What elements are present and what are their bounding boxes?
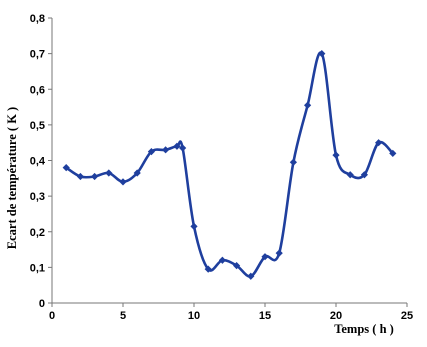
y-tick-label: 0,5	[30, 120, 45, 132]
y-tick-label: 0	[39, 298, 45, 310]
x-tick-label: 10	[188, 310, 200, 322]
data-point	[275, 249, 283, 257]
data-point	[318, 50, 326, 58]
data-point	[247, 272, 255, 280]
series-line	[65, 51, 394, 278]
data-point	[289, 158, 297, 166]
x-tick-label: 25	[401, 310, 413, 322]
data-point	[261, 253, 269, 261]
x-tick-label: 0	[49, 310, 55, 322]
data-point	[119, 178, 127, 186]
x-tick-label: 20	[330, 310, 342, 322]
series	[62, 50, 397, 280]
data-point	[218, 256, 226, 264]
data-point	[375, 139, 383, 147]
data-point	[105, 169, 113, 177]
data-point	[304, 101, 312, 109]
data-point	[332, 151, 340, 159]
y-tick-label: 0,4	[30, 156, 46, 168]
x-tick-label: 5	[120, 310, 126, 322]
y-tick-label: 0,7	[30, 49, 45, 61]
data-point	[133, 169, 141, 177]
data-point	[360, 171, 368, 179]
data-point	[173, 142, 181, 150]
y-tick-label: 0,3	[30, 191, 45, 203]
y-tick-label: 0,6	[30, 84, 45, 96]
tick-labels: 0 0,1 0,2 0,3 0,4 0,5 0,6 0,7 0,8 0 5 10 15 20 25	[30, 13, 413, 322]
axes	[48, 17, 408, 307]
y-tick-label: 0,8	[30, 13, 45, 25]
x-axis-title: Temps ( h )	[334, 322, 394, 336]
data-point	[179, 144, 187, 152]
data-point	[91, 172, 99, 181]
data-point	[62, 164, 70, 172]
x-tick-label: 15	[259, 310, 271, 322]
data-point	[76, 172, 84, 181]
data-point	[346, 171, 354, 179]
data-point	[233, 261, 241, 270]
y-tick-label: 0,2	[30, 227, 45, 239]
data-point	[204, 265, 212, 273]
data-point	[162, 146, 170, 154]
y-axis-title: Ecart de température ( K )	[5, 107, 19, 249]
data-point	[389, 149, 397, 157]
data-point	[147, 147, 155, 156]
y-tick-label: 0,1	[30, 262, 45, 274]
data-point	[190, 222, 198, 231]
